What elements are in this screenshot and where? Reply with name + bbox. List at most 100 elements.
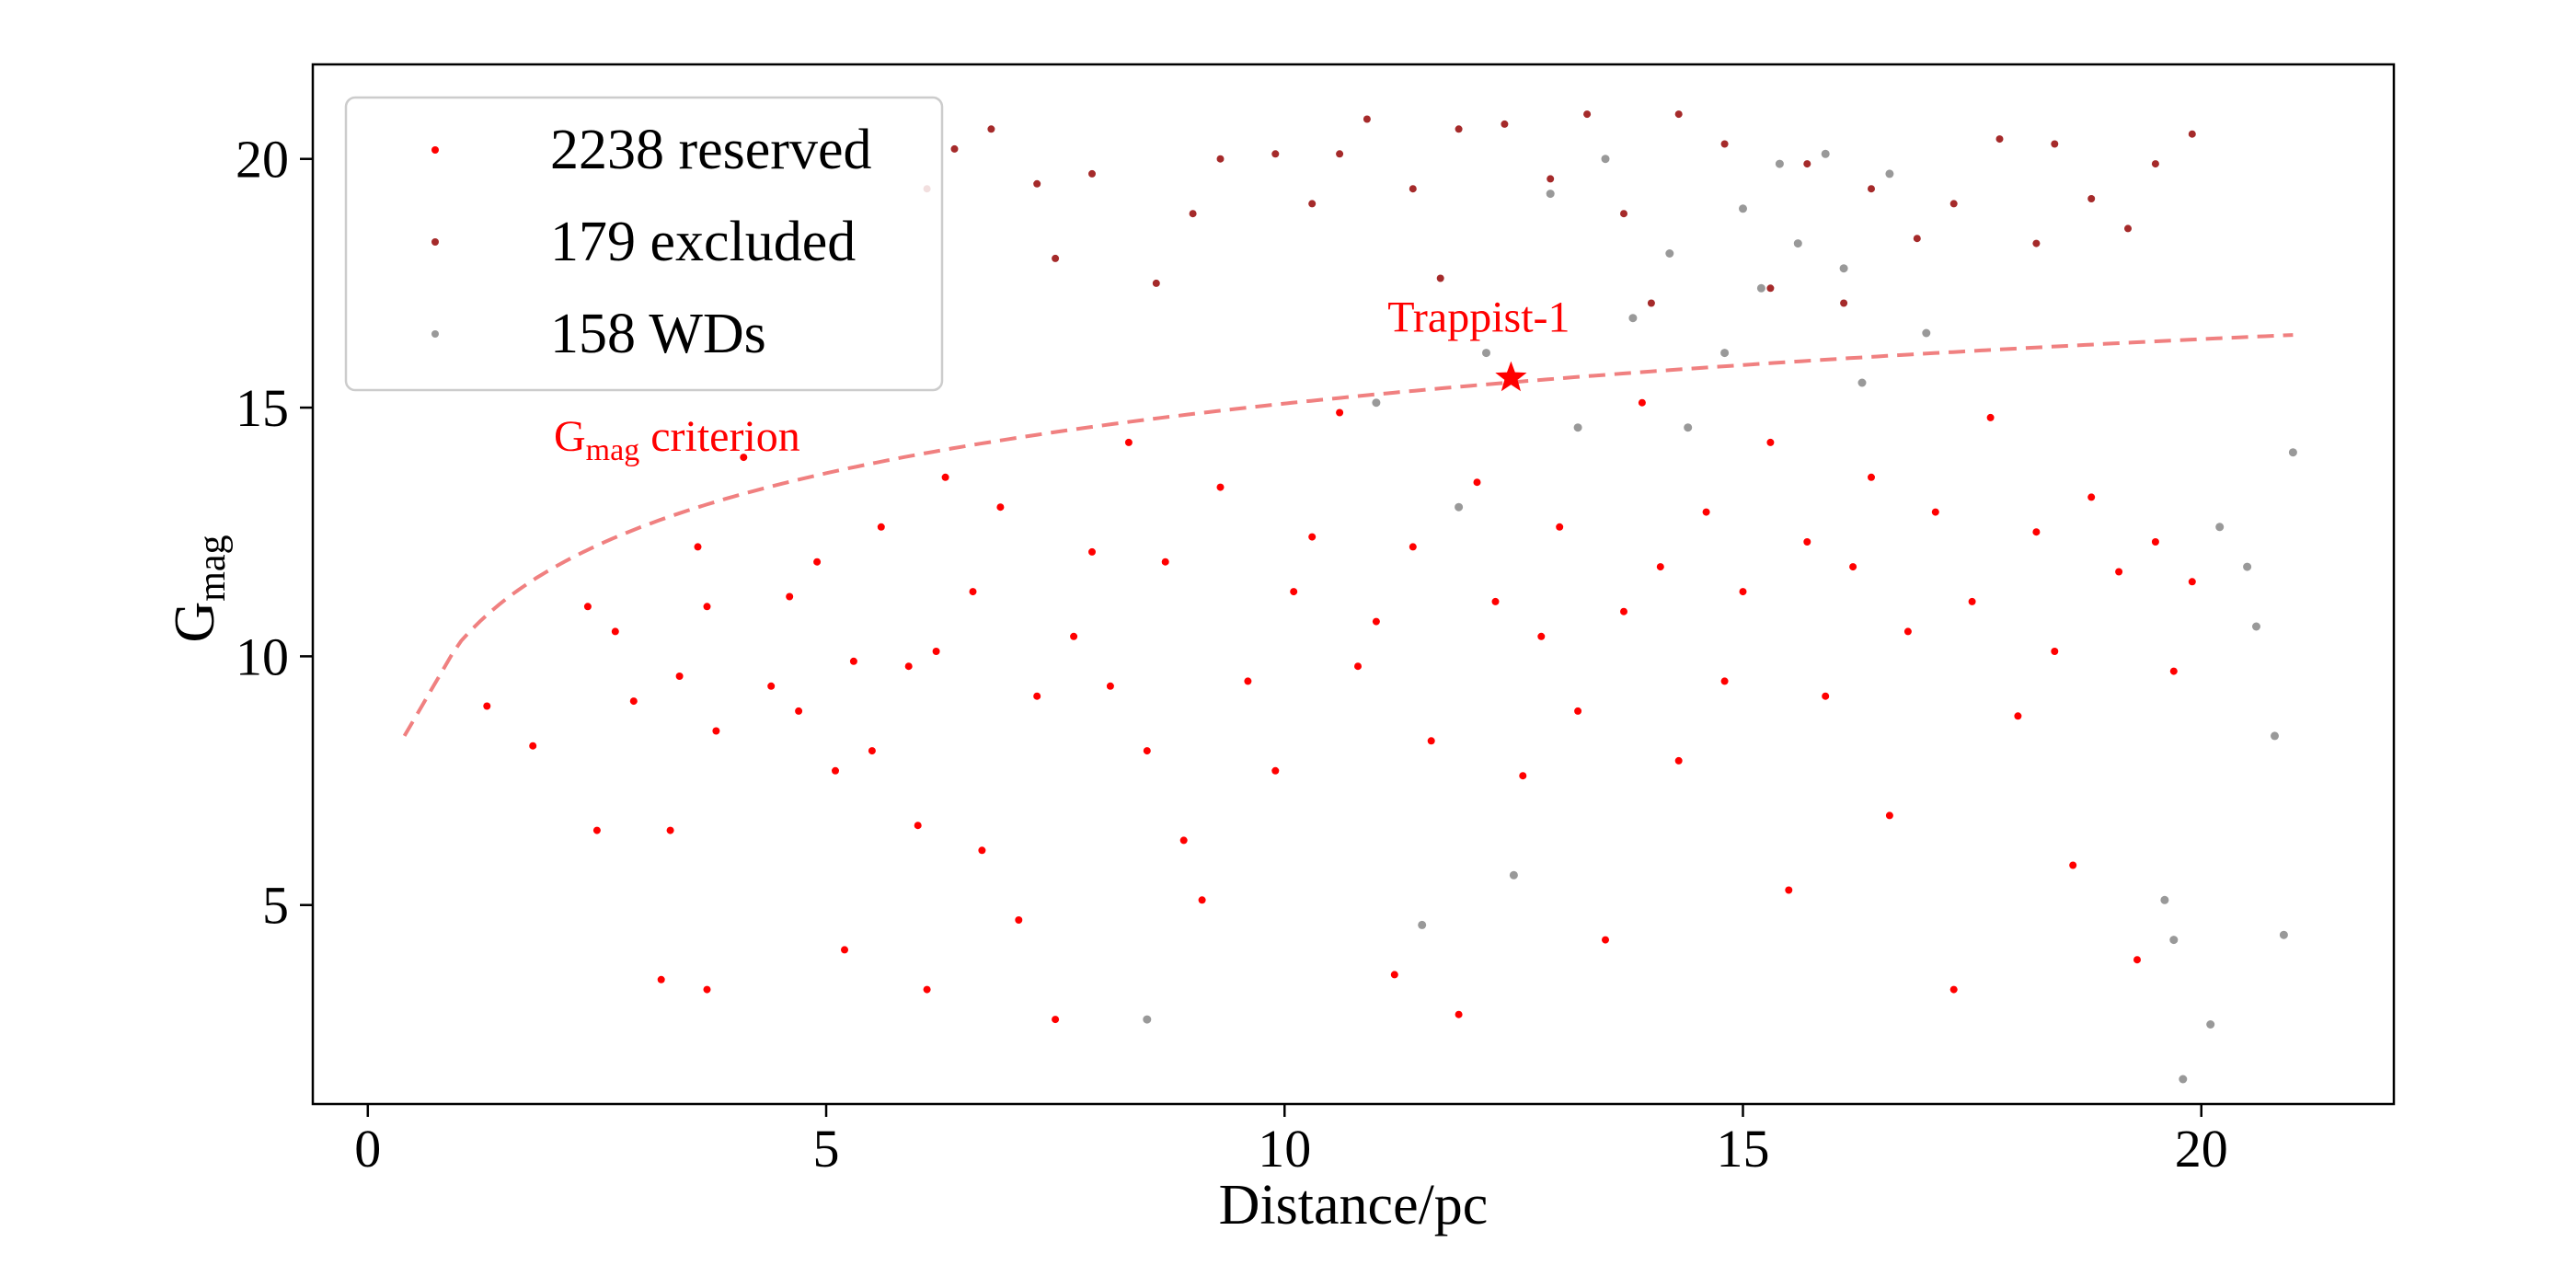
- y-axis-label-main: G: [164, 602, 226, 643]
- data-point: [2087, 493, 2096, 501]
- x-tick-label: 20: [2175, 1119, 2228, 1179]
- data-point: [1868, 185, 1875, 193]
- data-point: [795, 707, 803, 715]
- legend-marker-excluded: [431, 238, 439, 246]
- data-point: [583, 603, 592, 611]
- data-point: [1088, 547, 1096, 556]
- data-point: [1418, 920, 1427, 929]
- data-point: [657, 975, 665, 983]
- data-point: [941, 473, 949, 481]
- data-point: [2252, 622, 2260, 631]
- data-point: [2215, 523, 2225, 532]
- data-point: [1674, 110, 1683, 119]
- x-axis: 0 5 10 15 20: [354, 1104, 2228, 1179]
- legend-box: [344, 96, 944, 392]
- gmag-criterion-curve: [402, 333, 2294, 737]
- data-point: [2069, 861, 2077, 869]
- data-point: [1647, 299, 1655, 307]
- data-point: [1739, 204, 1747, 213]
- y-axis-label-sub: mag: [191, 535, 234, 601]
- data-point: [2014, 712, 2022, 720]
- data-point: [2087, 195, 2096, 202]
- data-point: [740, 454, 748, 462]
- data-point: [1106, 682, 1114, 690]
- data-point: [969, 588, 977, 596]
- data-point: [1720, 140, 1729, 148]
- data-point: [1839, 264, 1848, 273]
- data-point: [1885, 811, 1893, 820]
- data-point: [1840, 299, 1848, 307]
- data-point: [1143, 747, 1151, 755]
- data-point: [1436, 274, 1444, 282]
- data-point: [1501, 120, 1509, 128]
- data-point: [1620, 210, 1627, 218]
- data-point: [950, 144, 959, 153]
- data-point: [1995, 135, 2004, 144]
- data-point: [1161, 558, 1169, 566]
- data-point: [1885, 169, 1894, 178]
- data-point: [2279, 930, 2288, 939]
- data-point: [1803, 538, 1811, 546]
- plot-frame: [311, 63, 2396, 1106]
- data-point: [1785, 886, 1793, 894]
- points-layer: [483, 110, 2297, 1084]
- series-2: [1143, 149, 2297, 1084]
- data-point: [1949, 985, 1958, 994]
- data-point: [1601, 155, 1610, 164]
- data-point: [1290, 588, 1298, 596]
- y-axis-label: Gmag: [164, 535, 234, 642]
- data-point: [1922, 328, 1931, 338]
- data-point: [1052, 254, 1060, 262]
- data-point: [2271, 731, 2279, 741]
- data-point: [1363, 115, 1371, 123]
- data-point: [611, 627, 619, 636]
- data-point: [1519, 772, 1527, 780]
- data-point: [703, 603, 711, 611]
- data-point: [1949, 200, 1958, 208]
- data-point: [1244, 677, 1252, 685]
- data-point: [1152, 279, 1160, 287]
- data-point: [483, 702, 491, 710]
- data-point: [1766, 438, 1775, 446]
- x-axis-label: Distance/pc: [1219, 1174, 1489, 1236]
- data-point: [786, 592, 794, 601]
- data-point: [987, 125, 995, 133]
- data-point: [841, 946, 848, 954]
- data-point: [1775, 159, 1784, 168]
- data-point: [529, 742, 537, 750]
- data-point: [703, 985, 711, 994]
- data-point: [1143, 1015, 1152, 1024]
- data-point: [1968, 597, 1976, 605]
- criterion-label: Gmag criterion: [554, 412, 800, 467]
- data-point: [832, 766, 839, 775]
- trappist-label: Trappist-1: [1387, 293, 1570, 342]
- data-point: [592, 826, 601, 834]
- data-point: [2206, 1020, 2215, 1029]
- criterion-label-main: G: [554, 412, 586, 461]
- data-point: [1070, 632, 1078, 640]
- data-point: [712, 727, 720, 735]
- data-point: [904, 662, 913, 671]
- y-tick-label: 10: [236, 627, 289, 686]
- data-point: [1409, 543, 1417, 551]
- data-point: [1271, 150, 1280, 158]
- data-point: [2169, 936, 2179, 945]
- data-point: [1372, 398, 1381, 408]
- data-point: [1308, 533, 1317, 541]
- data-point: [1628, 314, 1638, 323]
- series-1: [923, 110, 2196, 307]
- data-point: [1821, 149, 1830, 158]
- data-point: [1868, 473, 1875, 481]
- data-point: [1684, 423, 1693, 432]
- data-point: [1620, 607, 1627, 615]
- data-point: [1372, 617, 1380, 626]
- data-point: [1556, 523, 1564, 531]
- data-point: [1271, 766, 1280, 775]
- data-point: [629, 697, 638, 706]
- data-point: [767, 682, 776, 690]
- data-point: [813, 558, 822, 566]
- data-point: [1033, 179, 1041, 188]
- data-point: [849, 657, 857, 665]
- y-axis: 5 10 15 20: [236, 130, 313, 936]
